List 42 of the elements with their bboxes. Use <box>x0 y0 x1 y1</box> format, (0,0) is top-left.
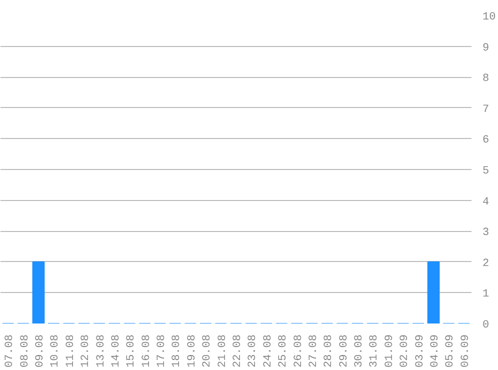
y-tick-label: 9 <box>482 42 490 54</box>
x-tick-label: 16.08 <box>140 334 153 368</box>
x-tick-label: 24.08 <box>262 334 274 368</box>
x-tick-label: 19.08 <box>186 334 198 368</box>
x-tick-label: 14.08 <box>110 334 122 368</box>
x-tick-label: 12.08 <box>80 334 92 368</box>
x-tick-label: 28.08 <box>323 334 336 368</box>
x-tick-label: 04.09 <box>430 334 442 368</box>
y-tick-label: 4 <box>482 196 490 208</box>
x-tick-label: 09.08 <box>34 334 46 368</box>
x-tick-label: 05.09 <box>444 334 457 368</box>
x-tick-label: 25.08 <box>278 334 290 368</box>
y-tick-label: 3 <box>482 227 490 240</box>
y-tick-label: 8 <box>482 73 490 86</box>
y-tick-label: 0 <box>482 320 490 332</box>
x-tick-label: 27.08 <box>308 334 320 368</box>
y-tick-label: 7 <box>482 104 490 116</box>
y-tick-label: 1 <box>482 288 490 301</box>
x-tick-label: 23.08 <box>247 334 260 368</box>
x-tick-label: 29.08 <box>338 334 350 368</box>
x-tick-label: 18.08 <box>171 334 184 368</box>
x-tick-label: 08.08 <box>19 334 32 368</box>
x-tick-label: 31.08 <box>368 334 381 368</box>
x-tick-label: 02.09 <box>399 334 412 368</box>
x-tick-label: 11.08 <box>64 334 77 368</box>
x-tick-label: 10.08 <box>50 334 62 368</box>
x-tick-label: 17.08 <box>156 334 168 368</box>
x-tick-label: 21.08 <box>216 334 229 368</box>
x-tick-label: 06.09 <box>460 334 472 368</box>
x-tick-label: 22.08 <box>232 334 244 368</box>
y-tick-label: 6 <box>482 134 490 147</box>
x-tick-label: 01.09 <box>384 334 396 368</box>
x-tick-label: 30.08 <box>354 334 366 368</box>
y-tick-label: 2 <box>482 258 490 270</box>
x-tick-label: 20.08 <box>202 334 214 368</box>
x-tick-label: 07.08 <box>4 334 16 368</box>
x-tick-label: 13.08 <box>95 334 108 368</box>
x-tick-label: 26.08 <box>292 334 305 368</box>
y-tick-label: 5 <box>482 166 490 178</box>
x-tick-label: 03.09 <box>414 334 426 368</box>
y-tick-label: 10 <box>482 12 496 24</box>
x-tick-label: 15.08 <box>126 334 138 368</box>
